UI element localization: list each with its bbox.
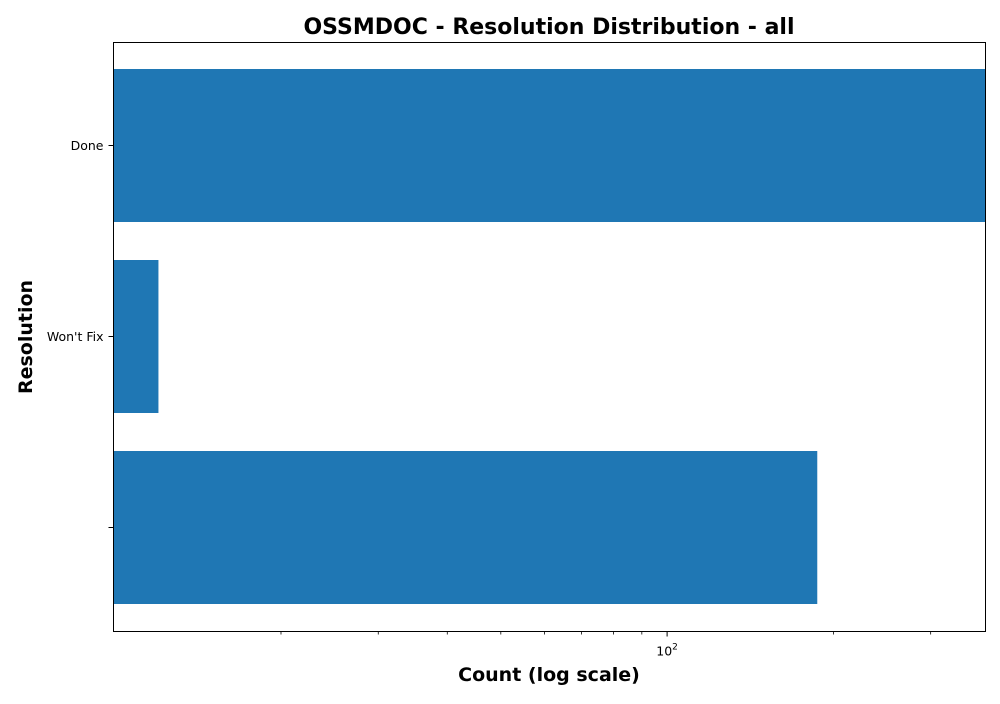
- y-tick-label: Done: [71, 138, 104, 153]
- bar-done: [113, 69, 986, 222]
- chart-title: OSSMDOC - Resolution Distribution - all: [303, 15, 794, 40]
- bar-blank: [113, 451, 818, 604]
- y-ticks-layer: Done Won't Fix: [47, 138, 114, 528]
- plot-frame: [113, 42, 986, 632]
- bar-won-t-fix: [113, 260, 159, 413]
- x-tick-label: 102: [656, 643, 678, 659]
- y-axis-label: Resolution: [15, 280, 37, 394]
- x-axis-label: Count (log scale): [458, 664, 640, 686]
- x-ticks-layer: 102: [280, 631, 932, 659]
- y-tick-label: Won't Fix: [47, 329, 104, 344]
- bars-layer: [113, 69, 986, 604]
